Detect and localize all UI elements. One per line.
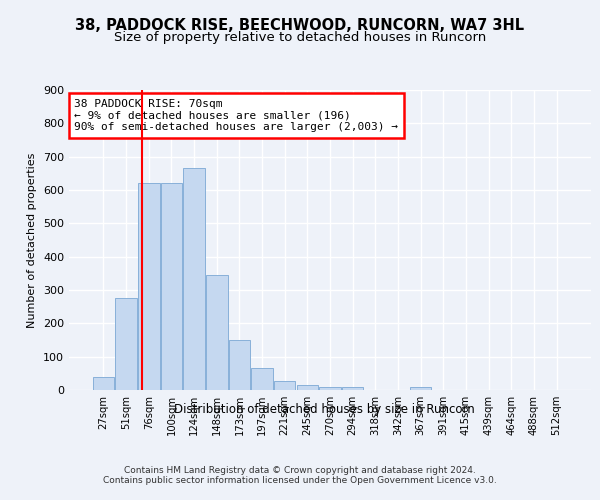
Bar bbox=[229, 340, 250, 390]
Bar bbox=[161, 184, 182, 390]
Text: 38, PADDOCK RISE, BEECHWOOD, RUNCORN, WA7 3HL: 38, PADDOCK RISE, BEECHWOOD, RUNCORN, WA… bbox=[76, 18, 524, 32]
Text: Contains public sector information licensed under the Open Government Licence v3: Contains public sector information licen… bbox=[103, 476, 497, 485]
Bar bbox=[319, 386, 341, 390]
Bar bbox=[184, 168, 205, 390]
Bar bbox=[93, 376, 114, 390]
Text: Contains HM Land Registry data © Crown copyright and database right 2024.: Contains HM Land Registry data © Crown c… bbox=[124, 466, 476, 475]
Bar bbox=[115, 298, 137, 390]
Text: 38 PADDOCK RISE: 70sqm
← 9% of detached houses are smaller (196)
90% of semi-det: 38 PADDOCK RISE: 70sqm ← 9% of detached … bbox=[74, 99, 398, 132]
Bar bbox=[251, 368, 273, 390]
Text: Size of property relative to detached houses in Runcorn: Size of property relative to detached ho… bbox=[114, 32, 486, 44]
Bar bbox=[342, 386, 364, 390]
Text: Distribution of detached houses by size in Runcorn: Distribution of detached houses by size … bbox=[173, 402, 475, 415]
Y-axis label: Number of detached properties: Number of detached properties bbox=[28, 152, 37, 328]
Bar bbox=[206, 275, 227, 390]
Bar bbox=[296, 386, 318, 390]
Bar bbox=[274, 380, 295, 390]
Bar bbox=[138, 184, 160, 390]
Bar bbox=[410, 388, 431, 390]
